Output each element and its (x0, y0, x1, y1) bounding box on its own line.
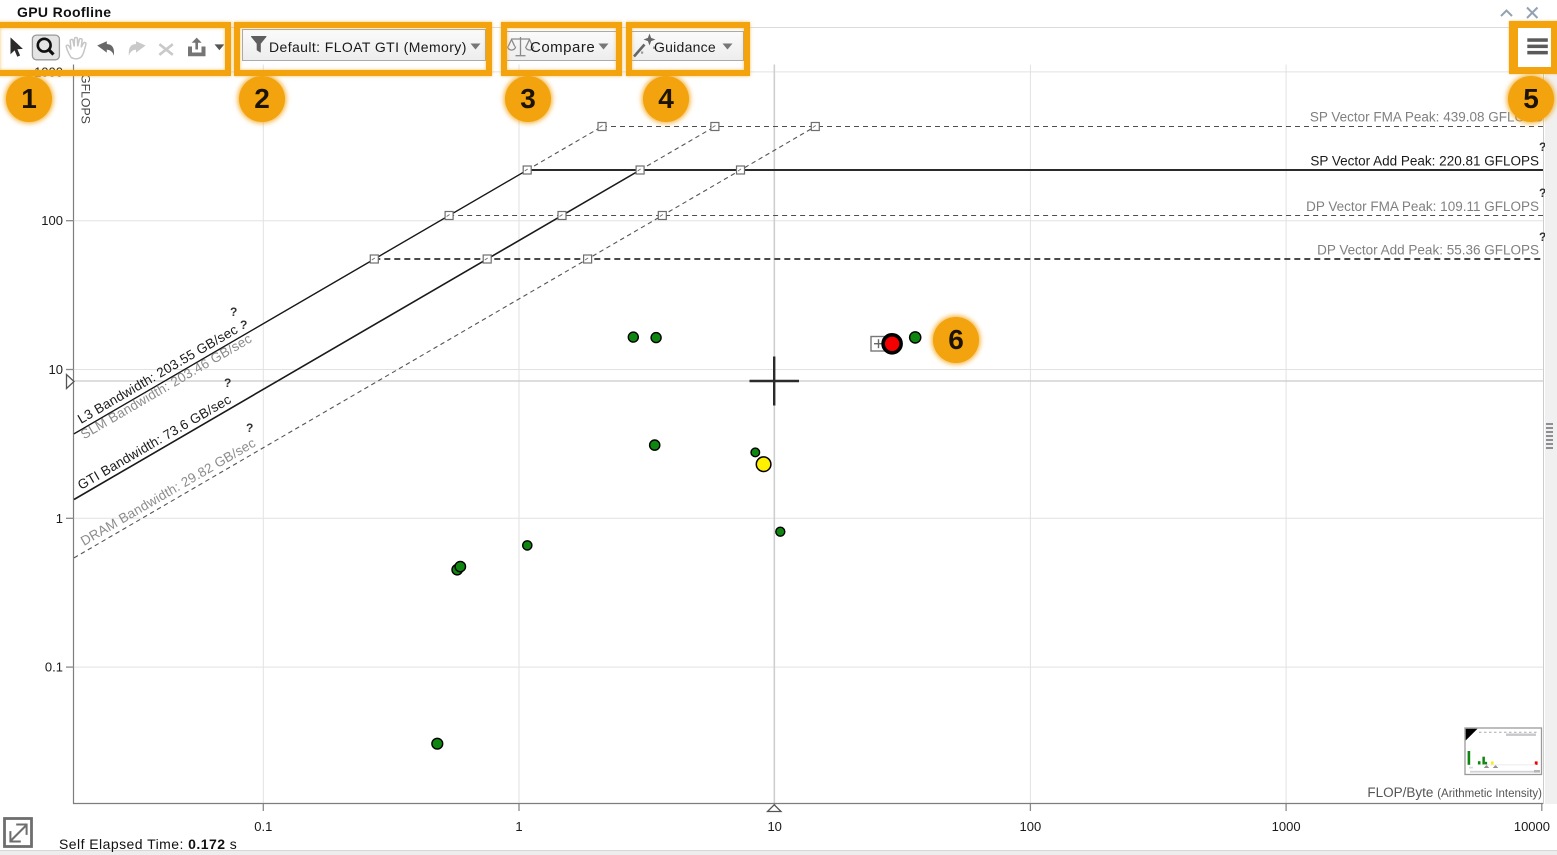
svg-text:1: 1 (515, 819, 522, 834)
svg-text:10: 10 (767, 819, 781, 834)
svg-text:1000: 1000 (1272, 819, 1301, 834)
svg-text:100: 100 (41, 213, 63, 228)
svg-text:10: 10 (49, 362, 63, 377)
svg-text:?: ? (1539, 230, 1546, 244)
svg-text:?: ? (246, 421, 253, 435)
svg-text:SP Vector Add Peak: 220.81 GFL: SP Vector Add Peak: 220.81 GFLOPS (1310, 154, 1539, 169)
svg-text:FLOP/Byte (Arithmetic Intensit: FLOP/Byte (Arithmetic Intensity) (1367, 785, 1542, 800)
svg-text:0.1: 0.1 (254, 819, 272, 834)
svg-text:10000: 10000 (1514, 819, 1550, 834)
svg-text:?: ? (240, 318, 247, 332)
svg-text:SP Vector FMA Peak: 439.08 GFL: SP Vector FMA Peak: 439.08 GFLOPS (1310, 110, 1543, 125)
svg-text:?: ? (1539, 186, 1546, 200)
svg-text:DRAM Bandwidth: 29.82 GB/sec: DRAM Bandwidth: 29.82 GB/sec (78, 435, 258, 549)
svg-text:0.1: 0.1 (45, 660, 63, 675)
svg-text:?: ? (1539, 140, 1546, 154)
svg-text:1: 1 (56, 511, 63, 526)
svg-text:100: 100 (1020, 819, 1042, 834)
svg-text:GFLOPS: GFLOPS (79, 74, 93, 124)
svg-text:DP Vector FMA Peak: 109.11 GFL: DP Vector FMA Peak: 109.11 GFLOPS (1306, 199, 1539, 214)
svg-text:DP Vector Add Peak: 55.36 GFLO: DP Vector Add Peak: 55.36 GFLOPS (1317, 243, 1539, 258)
svg-text:?: ? (230, 305, 237, 319)
svg-text:?: ? (224, 376, 231, 390)
